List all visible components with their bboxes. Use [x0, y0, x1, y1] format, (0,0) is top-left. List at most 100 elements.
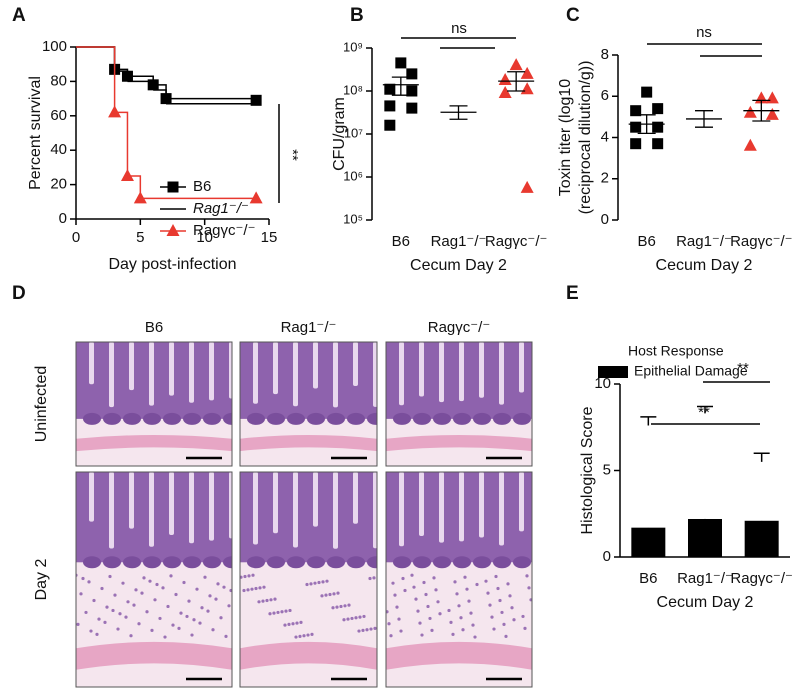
cell [242, 588, 246, 593]
cell [325, 579, 329, 583]
x-tick-label: 10 [196, 229, 213, 246]
crypt-base [473, 556, 491, 569]
crypt-base [287, 556, 305, 569]
crypt-base [513, 556, 531, 569]
cell [395, 605, 399, 609]
cell [436, 600, 440, 604]
cell [428, 616, 432, 621]
y-tick-label: 2 [601, 170, 609, 187]
crypt-base [347, 556, 365, 569]
legend-label: Host Response [628, 343, 724, 359]
error-bar [753, 452, 770, 462]
crypt-lumen [459, 342, 464, 402]
crypt-base [143, 556, 161, 569]
cell [494, 574, 498, 579]
cell [434, 588, 438, 592]
cell [418, 621, 422, 625]
crypt-lumen [439, 342, 444, 403]
cell [89, 629, 93, 633]
crypt-base [493, 556, 511, 569]
cell [87, 580, 91, 584]
cell [227, 604, 231, 608]
cell [291, 622, 295, 626]
cell [361, 628, 365, 632]
x-tick-label: B6 [637, 233, 655, 250]
cell [508, 594, 512, 598]
cell [525, 574, 529, 578]
cell [463, 575, 467, 579]
cell [118, 612, 122, 616]
y-tick-label: 10⁵ [343, 211, 363, 226]
y-tick-label: 10 [594, 375, 611, 392]
cell [313, 581, 317, 585]
cell [422, 580, 426, 585]
crypt-base [83, 556, 101, 569]
cell [155, 582, 159, 587]
cell [187, 599, 191, 603]
marker [520, 66, 534, 79]
frame [385, 471, 533, 688]
y-axis-label: (reciprocal dilution/g)) [577, 61, 594, 215]
cell [103, 620, 107, 625]
marker [120, 169, 134, 181]
micrograph [240, 342, 377, 466]
crypt-lumen [169, 472, 174, 536]
cell [447, 608, 451, 613]
cell [179, 611, 183, 615]
crypt-base [433, 412, 451, 425]
cell [496, 586, 500, 591]
cell [403, 588, 407, 593]
crypt-base [163, 556, 181, 569]
cell [391, 581, 395, 585]
crypt-base [247, 412, 265, 425]
cell [79, 592, 83, 596]
cell [420, 633, 424, 637]
cell [449, 620, 453, 625]
cell [310, 632, 314, 636]
y-axis-label: Percent survival [27, 76, 44, 190]
crypt-base [413, 556, 431, 569]
crypt-base [347, 412, 365, 425]
cell [393, 593, 397, 597]
y-axis-label: Toxin titer (log10 [557, 79, 574, 196]
cell [81, 576, 85, 581]
muscularis [240, 641, 377, 670]
cell [488, 603, 492, 607]
cell [108, 574, 112, 579]
cell [389, 634, 393, 638]
marker [384, 100, 396, 112]
cell [294, 635, 298, 639]
marker [249, 191, 263, 204]
crypt-lumen [519, 472, 524, 532]
crypt-base [513, 412, 531, 425]
crypt-lumen [229, 472, 232, 539]
bar [744, 520, 779, 557]
crypt-lumen [333, 472, 338, 549]
cell [498, 598, 502, 603]
significance-label: ** [698, 404, 710, 421]
y-tick-label: 5 [603, 461, 611, 478]
cell [284, 609, 288, 613]
crypt-lumen [273, 472, 278, 534]
cell [502, 622, 506, 627]
y-tick-label: 0 [59, 210, 67, 227]
cell [134, 588, 138, 592]
cell [354, 616, 358, 620]
micrograph [240, 472, 377, 687]
crypt-base [307, 556, 325, 569]
panel-label: B [350, 5, 364, 26]
column-label: Ragγc⁻/⁻ [428, 319, 491, 336]
error-bar [752, 99, 771, 122]
cell [247, 574, 251, 578]
crypt-lumen [189, 472, 194, 544]
bar [744, 461, 779, 521]
crypt-lumen [373, 472, 377, 549]
cell [306, 633, 310, 637]
crypt-base [247, 556, 265, 569]
cell [182, 580, 186, 585]
cell [169, 574, 173, 578]
y-tick-label: 4 [601, 128, 609, 145]
marker [652, 121, 664, 133]
y-tick-label: 8 [601, 46, 609, 63]
cell [317, 580, 321, 585]
